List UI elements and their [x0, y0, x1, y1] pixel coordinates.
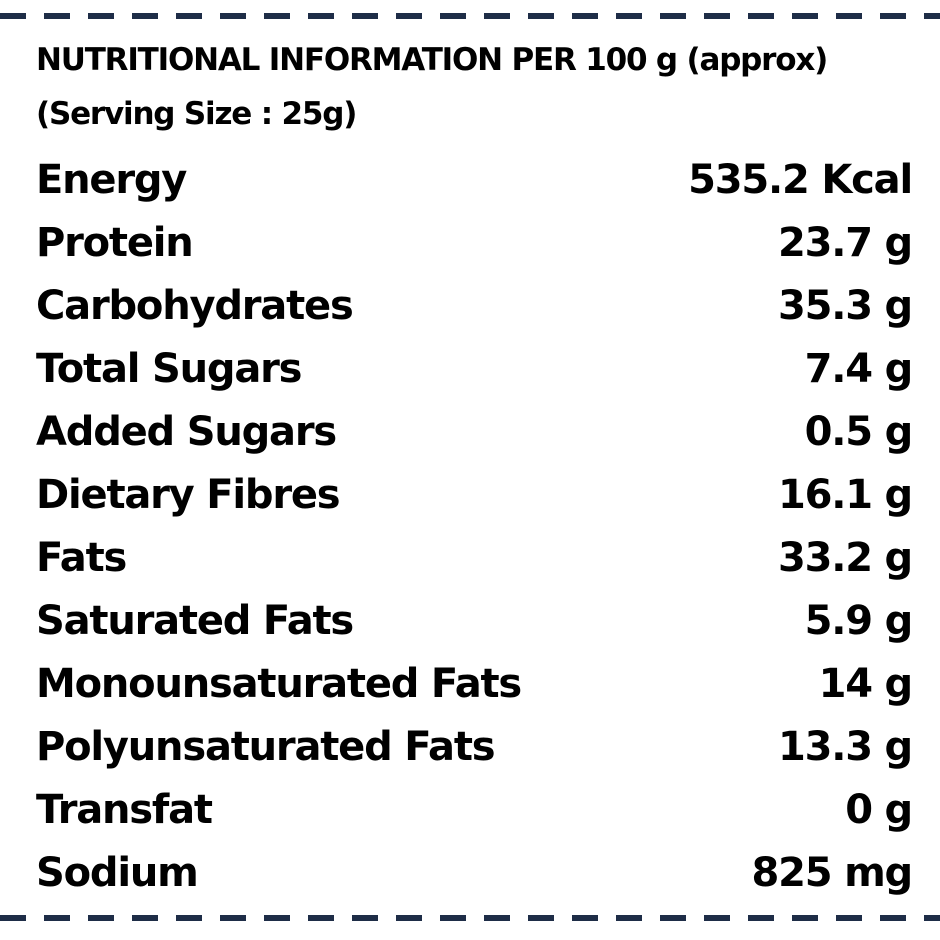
- nutrient-row-sodium: Sodium 825 mg: [36, 841, 913, 904]
- nutrient-value: 535.2 Kcal: [688, 156, 913, 203]
- serving-size: (Serving Size : 25g): [36, 96, 357, 132]
- nutrition-title: NUTRITIONAL INFORMATION PER 100 g (appro…: [36, 42, 828, 78]
- nutrient-label: Polyunsaturated Fats: [36, 723, 496, 770]
- nutrient-label: Total Sugars: [36, 345, 302, 392]
- top-dashed-border: [0, 13, 940, 19]
- nutrient-label: Sodium: [36, 849, 199, 896]
- nutrient-value: 14 g: [818, 660, 914, 707]
- nutrient-value: 0.5 g: [804, 408, 914, 455]
- nutrient-value: 23.7 g: [777, 219, 913, 266]
- nutrient-value: 33.2 g: [777, 534, 913, 581]
- nutrient-row-protein: Protein 23.7 g: [36, 211, 913, 274]
- nutrient-label: Energy: [36, 156, 187, 203]
- nutrient-value: 0 g: [845, 786, 913, 833]
- nutrient-label: Fats: [36, 534, 127, 581]
- nutrient-row-energy: Energy 535.2 Kcal: [36, 148, 913, 211]
- nutrient-row-dietary-fibres: Dietary Fibres 16.1 g: [36, 463, 913, 526]
- nutrient-row-polyunsaturated-fats: Polyunsaturated Fats 13.3 g: [36, 715, 913, 778]
- nutrient-label: Protein: [36, 219, 194, 266]
- nutrient-label: Dietary Fibres: [36, 471, 341, 518]
- nutrient-value: 16.1 g: [777, 471, 913, 518]
- nutrient-row-carbohydrates: Carbohydrates 35.3 g: [36, 274, 913, 337]
- nutrient-value: 825 mg: [751, 849, 913, 896]
- nutrient-row-monounsaturated-fats: Monounsaturated Fats 14 g: [36, 652, 914, 715]
- nutrient-row-saturated-fats: Saturated Fats 5.9 g: [36, 589, 914, 652]
- nutrient-value: 7.4 g: [804, 345, 914, 392]
- nutrient-value: 13.3 g: [777, 723, 913, 770]
- nutrient-value: 5.9 g: [804, 597, 914, 644]
- nutrition-table: Energy 535.2 Kcal Protein 23.7 g Carbohy…: [36, 148, 914, 904]
- nutrient-label: Carbohydrates: [36, 282, 354, 329]
- nutrient-value: 35.3 g: [777, 282, 913, 329]
- nutrient-label: Transfat: [36, 786, 213, 833]
- nutrient-label: Added Sugars: [36, 408, 337, 455]
- bottom-dashed-border: [0, 915, 940, 921]
- nutrient-label: Saturated Fats: [36, 597, 354, 644]
- nutrient-row-transfat: Transfat 0 g: [36, 778, 913, 841]
- nutrient-row-total-sugars: Total Sugars 7.4 g: [36, 337, 914, 400]
- nutrient-row-added-sugars: Added Sugars 0.5 g: [36, 400, 914, 463]
- nutrient-label: Monounsaturated Fats: [36, 660, 522, 707]
- nutrient-row-fats: Fats 33.2 g: [36, 526, 913, 589]
